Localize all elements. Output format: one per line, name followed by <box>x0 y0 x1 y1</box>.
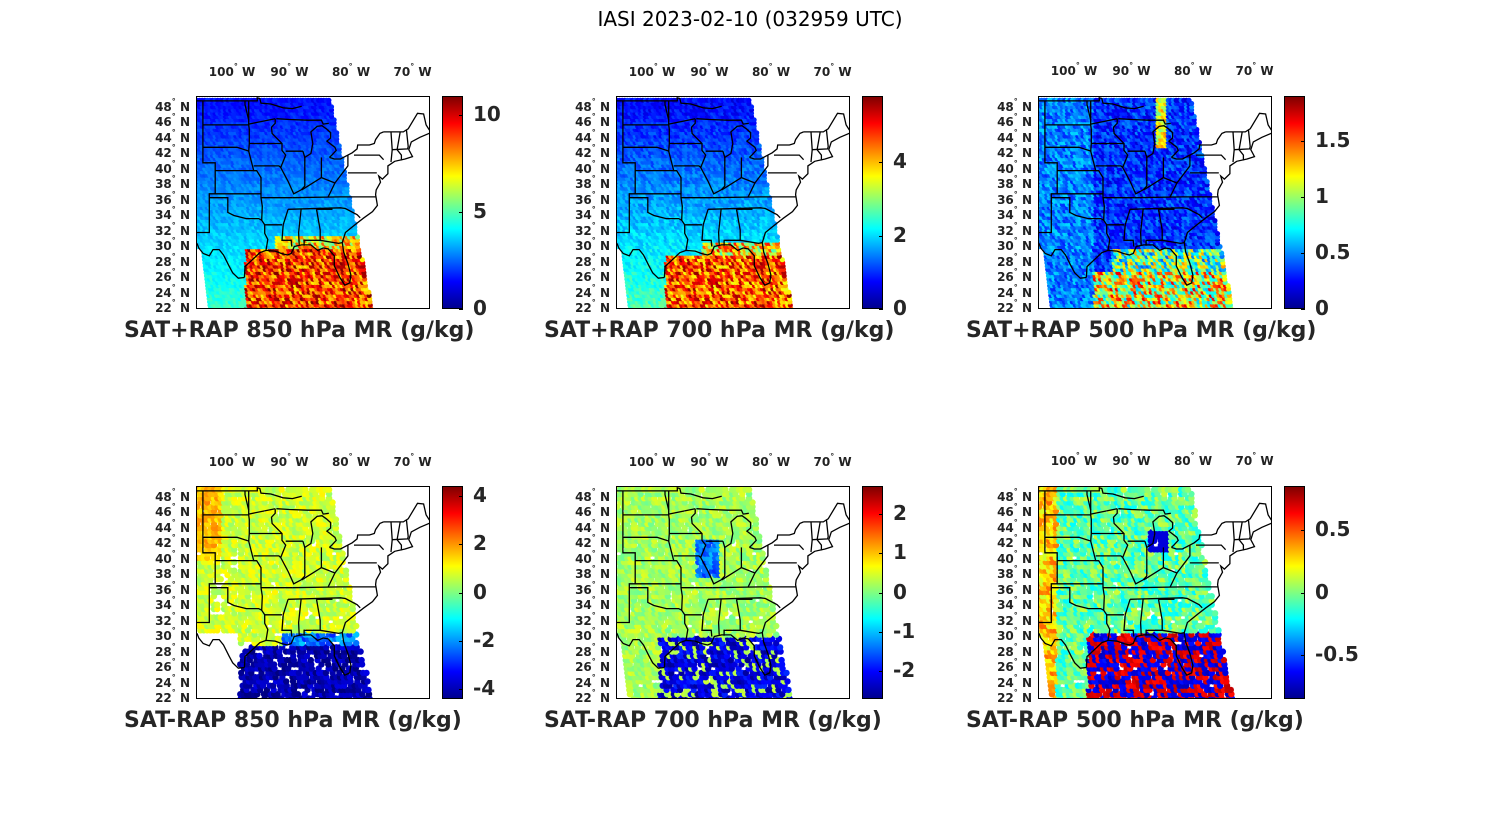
lat-tick-label: 42° N <box>575 143 610 161</box>
data-point <box>366 289 372 295</box>
colorbar <box>442 96 463 309</box>
lat-tick-label: 38° N <box>575 174 610 192</box>
map-plot-area <box>196 96 430 309</box>
lat-tick-label: 22° N <box>575 298 610 315</box>
lat-tick-label: 46° N <box>575 112 610 130</box>
lat-tick-label: 48° N <box>155 96 190 114</box>
colorbar-tick-label: 10 <box>473 102 501 127</box>
panel-title: SAT+RAP 850 hPa MR (g/kg) <box>124 318 475 343</box>
lat-tick-label: 32° N <box>575 220 610 238</box>
lat-tick-label: 36° N <box>575 189 610 207</box>
lon-tick-label: 70° W <box>813 62 852 79</box>
lat-tick-label: 30° N <box>155 236 190 254</box>
lon-tick-label: 90° W <box>270 62 309 79</box>
border-line <box>292 196 377 199</box>
lat-tick-label: 36° N <box>155 189 190 207</box>
border-line <box>390 131 393 163</box>
figure-title: IASI 2023-02-10 (032959 UTC) <box>597 7 903 31</box>
lat-tick-label: 46° N <box>155 112 190 130</box>
data-points <box>617 97 794 308</box>
colorbar-tick <box>459 212 463 214</box>
lat-tick-label: 24° N <box>155 282 190 300</box>
map-svg <box>617 97 849 308</box>
map-svg <box>197 97 429 308</box>
lat-tick-label: 34° N <box>575 205 610 223</box>
colorbar-tick-label: 5 <box>473 199 487 224</box>
border-line <box>354 154 385 161</box>
lat-tick-label: 28° N <box>155 251 190 269</box>
data-point <box>359 257 365 263</box>
colorbar-tick <box>459 115 463 117</box>
lat-tick-label: 42° N <box>155 143 190 161</box>
border-line <box>396 131 403 161</box>
lat-tick-label: 40° N <box>575 158 610 176</box>
data-point <box>326 97 332 103</box>
lat-tick-label: 44° N <box>575 127 610 145</box>
lat-tick-label: 44° N <box>155 127 190 145</box>
lat-tick-label: 26° N <box>155 267 190 285</box>
data-points <box>197 97 374 308</box>
lon-tick-label: 100° W <box>628 62 676 79</box>
colorbar-tick <box>459 309 463 310</box>
lat-tick-label: 22° N <box>155 298 190 315</box>
lat-tick-label: 26° N <box>575 267 610 285</box>
map-plot-area <box>616 96 850 309</box>
lat-tick-label: 40° N <box>155 158 190 176</box>
lat-tick-label: 32° N <box>155 220 190 238</box>
lat-tick-label: 34° N <box>155 205 190 223</box>
lon-tick-label: 100° W <box>208 62 256 79</box>
lat-tick-label: 28° N <box>575 251 610 269</box>
lat-tick-label: 48° N <box>575 96 610 114</box>
lon-tick-label: 90° W <box>690 62 729 79</box>
lat-tick-label: 24° N <box>575 282 610 300</box>
lon-tick-label: 80° W <box>751 62 791 79</box>
lat-tick-label: 30° N <box>575 236 610 254</box>
lon-tick-label: 80° W <box>331 62 371 79</box>
lon-tick-label: 70° W <box>393 62 432 79</box>
lat-tick-label: 38° N <box>155 174 190 192</box>
colorbar-tick-label: 0 <box>473 296 487 320</box>
